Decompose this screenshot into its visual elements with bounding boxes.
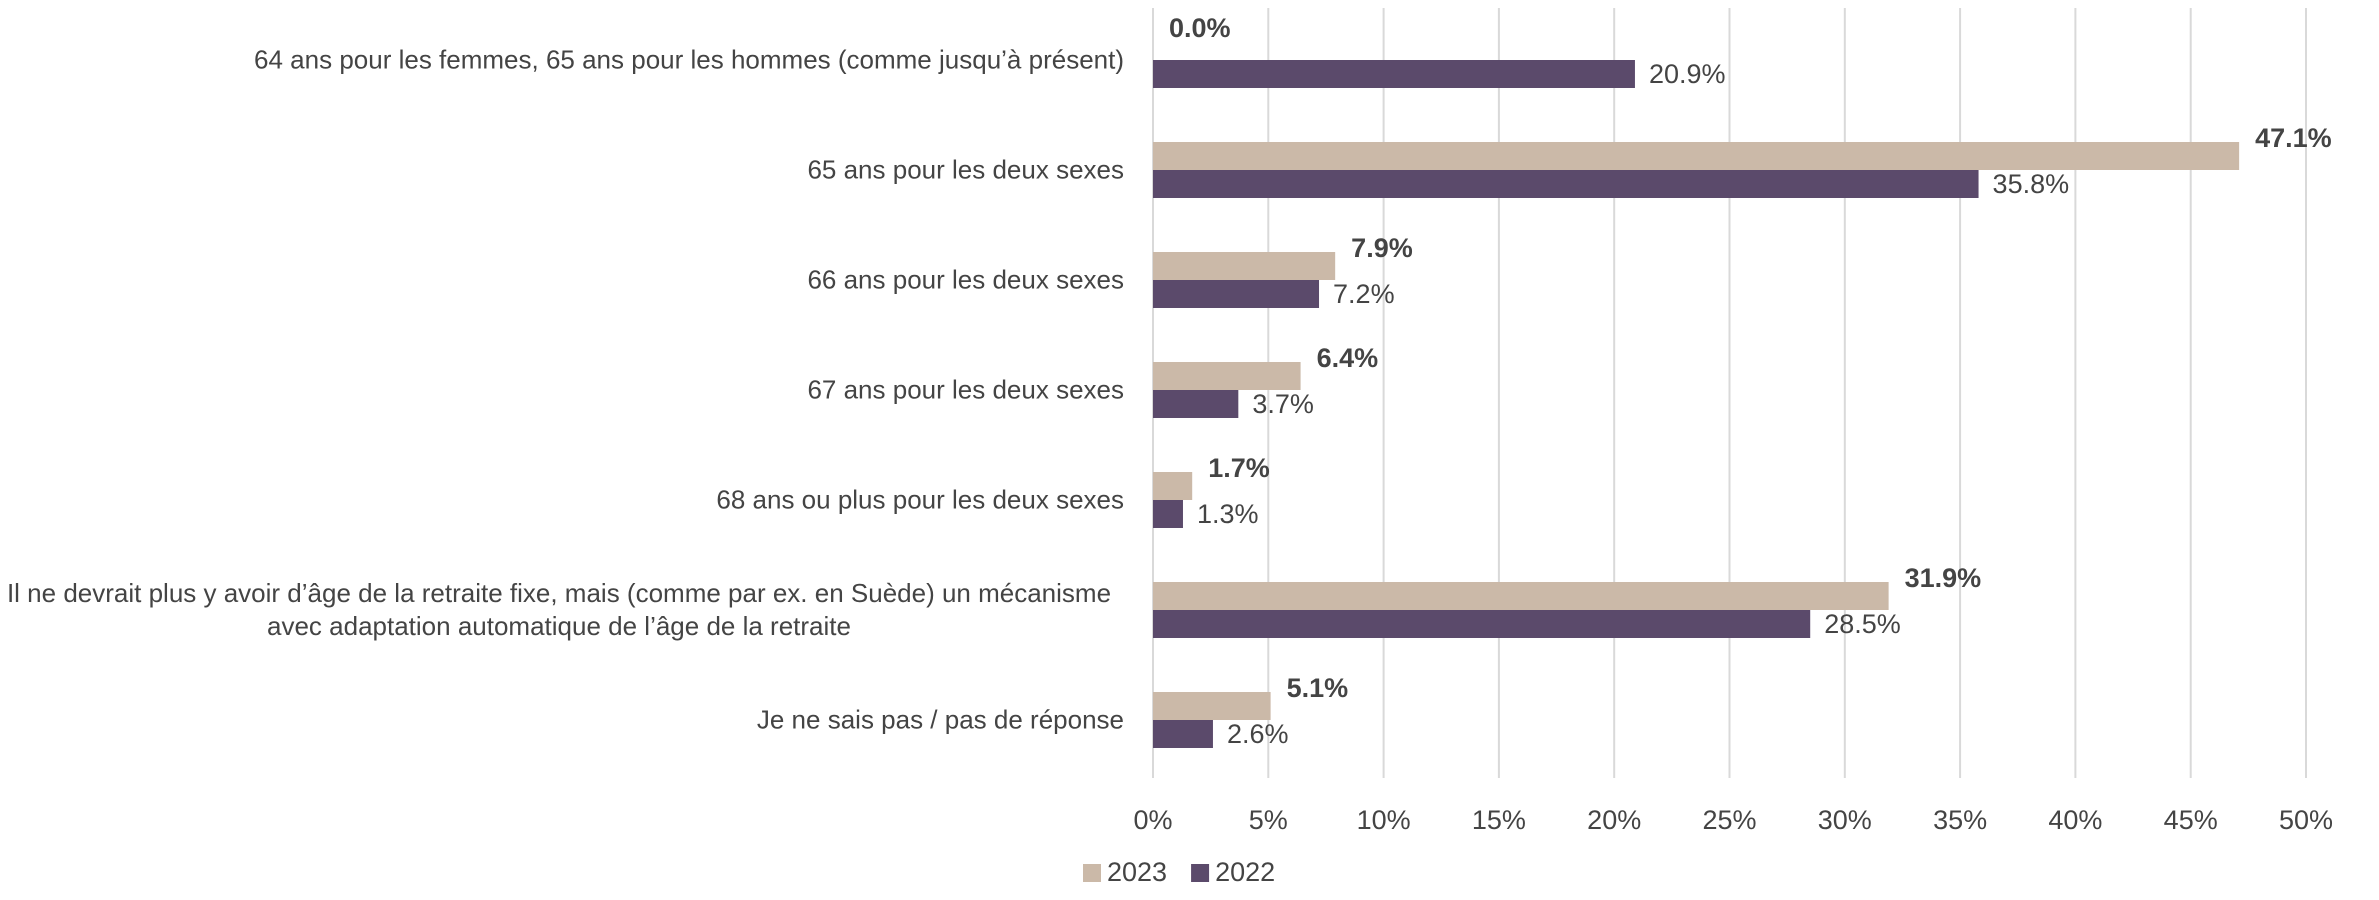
x-tick-label: 15% (1472, 805, 1526, 835)
category-label: 65 ans pour les deux sexes (0, 154, 1124, 187)
category-text: 64 ans pour les femmes, 65 ans pour les … (254, 44, 1124, 75)
bar (1153, 280, 1320, 308)
category-text: 68 ans ou plus pour les deux sexes (716, 484, 1124, 515)
x-tick-label: 30% (1818, 805, 1872, 835)
category-label: 64 ans pour les femmes, 65 ans pour les … (0, 44, 1124, 77)
bar (1153, 142, 2240, 170)
x-tick-label: 50% (2279, 805, 2333, 835)
category-label: 66 ans pour les deux sexes (0, 264, 1124, 297)
x-tick-label: 25% (1702, 805, 1756, 835)
value-label: 3.7% (1252, 389, 1314, 419)
x-tick-label: 45% (2164, 805, 2218, 835)
bar (1153, 582, 1889, 610)
value-label: 35.8% (1993, 169, 2070, 199)
value-label: 1.7% (1208, 453, 1270, 483)
value-label: 0.0% (1169, 13, 1231, 43)
bar (1153, 170, 1979, 198)
bar (1153, 472, 1193, 500)
legend-swatch (1083, 864, 1101, 882)
category-text: 67 ans pour les deux sexes (807, 374, 1124, 405)
x-tick-label: 20% (1587, 805, 1641, 835)
value-label: 7.9% (1351, 233, 1413, 263)
bar (1153, 610, 1811, 638)
x-tick-label: 5% (1249, 805, 1288, 835)
bar (1153, 252, 1336, 280)
legend-label: 2022 (1215, 857, 1275, 887)
bar (1153, 390, 1239, 418)
category-label: Il ne devrait plus y avoir d’âge de la r… (0, 577, 1124, 643)
value-label: 2.6% (1227, 719, 1289, 749)
x-tick-label: 10% (1357, 805, 1411, 835)
value-label: 1.3% (1197, 499, 1259, 529)
legend-label: 2023 (1107, 857, 1167, 887)
value-label: 6.4% (1317, 343, 1379, 373)
category-text: Je ne sais pas / pas de réponse (756, 704, 1124, 735)
category-label: 67 ans pour les deux sexes (0, 374, 1124, 407)
bar (1153, 692, 1271, 720)
bar (1153, 500, 1183, 528)
category-label: 68 ans ou plus pour les deux sexes (0, 484, 1124, 517)
legend-swatch (1191, 864, 1210, 882)
bar (1153, 362, 1301, 390)
value-label: 28.5% (1824, 609, 1901, 639)
x-tick-label: 35% (1933, 805, 1987, 835)
value-label: 47.1% (2255, 123, 2332, 153)
value-label: 20.9% (1649, 59, 1726, 89)
x-tick-label: 0% (1133, 805, 1172, 835)
category-text: 66 ans pour les deux sexes (807, 264, 1124, 295)
category-text: Il ne devrait plus y avoir d’âge de la r… (6, 578, 1112, 641)
value-label: 5.1% (1287, 673, 1349, 703)
bar (1153, 60, 1635, 88)
value-label: 7.2% (1333, 279, 1395, 309)
x-tick-label: 40% (2048, 805, 2102, 835)
value-label: 31.9% (1905, 563, 1982, 593)
bar (1153, 720, 1213, 748)
category-label: Je ne sais pas / pas de réponse (0, 704, 1124, 737)
category-text: 65 ans pour les deux sexes (807, 154, 1124, 185)
